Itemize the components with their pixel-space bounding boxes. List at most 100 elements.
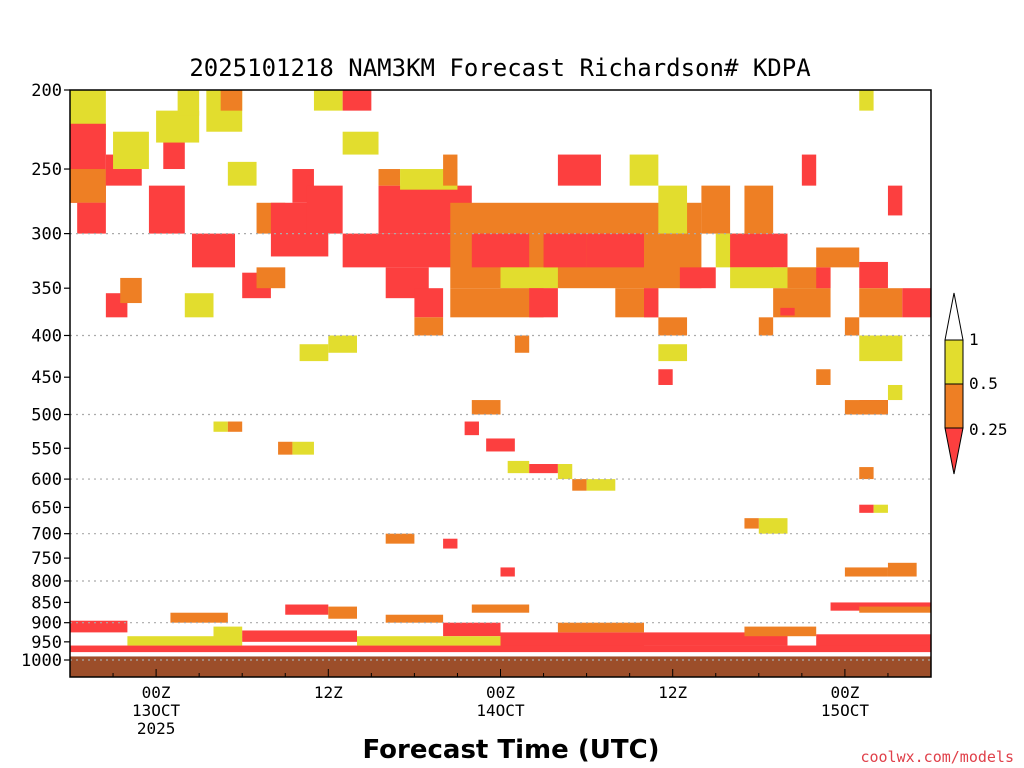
ri-cell-95 bbox=[844, 567, 888, 577]
ri-cell-91 bbox=[744, 518, 759, 529]
ri-cell-100 bbox=[213, 626, 243, 639]
x-tick-label-6-1: 00Z bbox=[142, 683, 171, 702]
ri-cell-102 bbox=[328, 606, 357, 619]
ri-cell-88 bbox=[859, 504, 874, 513]
ri-cell-54 bbox=[801, 154, 817, 186]
legend-swatch-above-1 bbox=[944, 292, 964, 341]
y-tick-label-250: 250 bbox=[31, 160, 62, 180]
ri-cell-40 bbox=[679, 267, 716, 289]
legend-swatch-0.5-1 bbox=[944, 339, 964, 385]
plot-background bbox=[70, 90, 931, 677]
ri-cell-115 bbox=[242, 630, 357, 642]
y-tick-label-350: 350 bbox=[31, 279, 62, 299]
y-tick-label-200: 200 bbox=[31, 81, 62, 101]
ri-cell-36 bbox=[629, 154, 659, 186]
ri-cell-98 bbox=[70, 620, 128, 633]
legend-level-1: 1 bbox=[969, 330, 979, 349]
legend-swatch-0.25-0.5 bbox=[944, 383, 964, 429]
data-cells bbox=[70, 90, 931, 653]
ri-cell-76 bbox=[227, 421, 243, 432]
ri-cell-81 bbox=[529, 464, 558, 474]
ri-cell-92 bbox=[385, 533, 415, 544]
y-tick-label-700: 700 bbox=[31, 525, 62, 545]
ri-cell-8 bbox=[156, 110, 200, 143]
y-tick-label-450: 450 bbox=[31, 368, 62, 388]
ri-cell-113 bbox=[70, 645, 931, 653]
ri-cell-83 bbox=[572, 479, 587, 491]
ri-cell-19 bbox=[342, 90, 372, 111]
ri-cell-67 bbox=[758, 317, 774, 336]
ri-cell-57 bbox=[120, 277, 142, 304]
x-tick-label-30-1: 00Z bbox=[486, 683, 515, 702]
ri-cell-99 bbox=[170, 612, 228, 623]
x-tick-label-30-2: 14OCT bbox=[476, 701, 525, 720]
ri-cell-25 bbox=[414, 288, 444, 318]
ri-cell-41 bbox=[701, 185, 731, 234]
ri-cell-107 bbox=[557, 622, 644, 633]
legend-swatch-below-0.25 bbox=[944, 427, 964, 475]
ri-cell-85 bbox=[278, 441, 293, 455]
ri-cell-82 bbox=[557, 464, 573, 480]
y-tick-label-800: 800 bbox=[31, 572, 62, 592]
y-tick-label-1000: 1000 bbox=[21, 651, 62, 671]
ri-cell-18 bbox=[313, 90, 343, 111]
ri-cell-111 bbox=[830, 602, 931, 611]
x-axis-label: Forecast Time (UTC) bbox=[362, 735, 659, 765]
ri-cell-78 bbox=[464, 421, 479, 436]
x-tick-label-6-2: 13OCT bbox=[132, 701, 181, 720]
ri-cell-90 bbox=[758, 518, 788, 534]
ri-cell-34 bbox=[557, 154, 601, 186]
y-tick-label-500: 500 bbox=[31, 406, 62, 426]
ri-cell-105 bbox=[471, 604, 530, 613]
ri-cell-74 bbox=[844, 400, 888, 415]
ri-cell-23 bbox=[378, 169, 401, 186]
y-tick-label-900: 900 bbox=[31, 614, 62, 634]
ri-cell-104 bbox=[443, 622, 501, 637]
legend-level-0.5: 0.5 bbox=[969, 374, 998, 393]
ri-cell-39 bbox=[658, 185, 688, 234]
ri-cell-51 bbox=[859, 288, 903, 318]
ri-cell-43 bbox=[730, 233, 788, 268]
ri-cell-84 bbox=[586, 479, 616, 491]
ri-cell-75 bbox=[213, 421, 228, 432]
ri-cell-96 bbox=[887, 562, 917, 577]
ri-cell-109 bbox=[744, 626, 817, 637]
ri-cell-49 bbox=[816, 247, 860, 268]
ri-cell-12 bbox=[220, 90, 243, 111]
y-tick-label-950: 950 bbox=[31, 633, 62, 653]
ri-cell-35 bbox=[586, 233, 644, 268]
y-tick-label-750: 750 bbox=[31, 549, 62, 569]
credit-text[interactable]: coolwx.com/models bbox=[860, 748, 1014, 766]
x-tick-label-54-2: 15OCT bbox=[821, 701, 870, 720]
ri-cell-89 bbox=[873, 504, 888, 513]
ri-cell-64 bbox=[514, 335, 530, 353]
ri-cell-93 bbox=[443, 538, 458, 549]
legend-level-0.25: 0.25 bbox=[969, 420, 1008, 439]
ri-cell-65 bbox=[658, 317, 688, 336]
ri-cell-58 bbox=[184, 293, 214, 318]
x-tick-label-54-1: 00Z bbox=[830, 683, 859, 702]
ri-cell-26 bbox=[400, 169, 458, 190]
x-tick-label-42-1: 12Z bbox=[658, 683, 687, 702]
ri-cell-62 bbox=[299, 344, 329, 362]
ri-cell-97 bbox=[780, 307, 795, 316]
ri-cell-5 bbox=[113, 131, 149, 170]
ri-cell-71 bbox=[658, 369, 673, 385]
ri-cell-55 bbox=[859, 90, 874, 111]
ri-cell-103 bbox=[385, 614, 444, 623]
ri-cell-53 bbox=[887, 185, 903, 216]
ri-cell-86 bbox=[292, 441, 314, 455]
ri-cell-3 bbox=[77, 202, 106, 234]
ri-cell-29 bbox=[471, 233, 530, 268]
ri-cell-27 bbox=[443, 154, 458, 186]
ri-cell-48 bbox=[816, 267, 831, 289]
ri-cell-9 bbox=[177, 90, 200, 116]
y-tick-label-550: 550 bbox=[31, 439, 62, 459]
ri-cell-50 bbox=[859, 261, 888, 289]
ri-cell-38 bbox=[644, 288, 659, 318]
ri-cell-70 bbox=[816, 369, 831, 385]
y-tick-label-650: 650 bbox=[31, 498, 62, 518]
ri-cell-94 bbox=[500, 567, 515, 577]
ri-cell-61 bbox=[414, 317, 444, 336]
